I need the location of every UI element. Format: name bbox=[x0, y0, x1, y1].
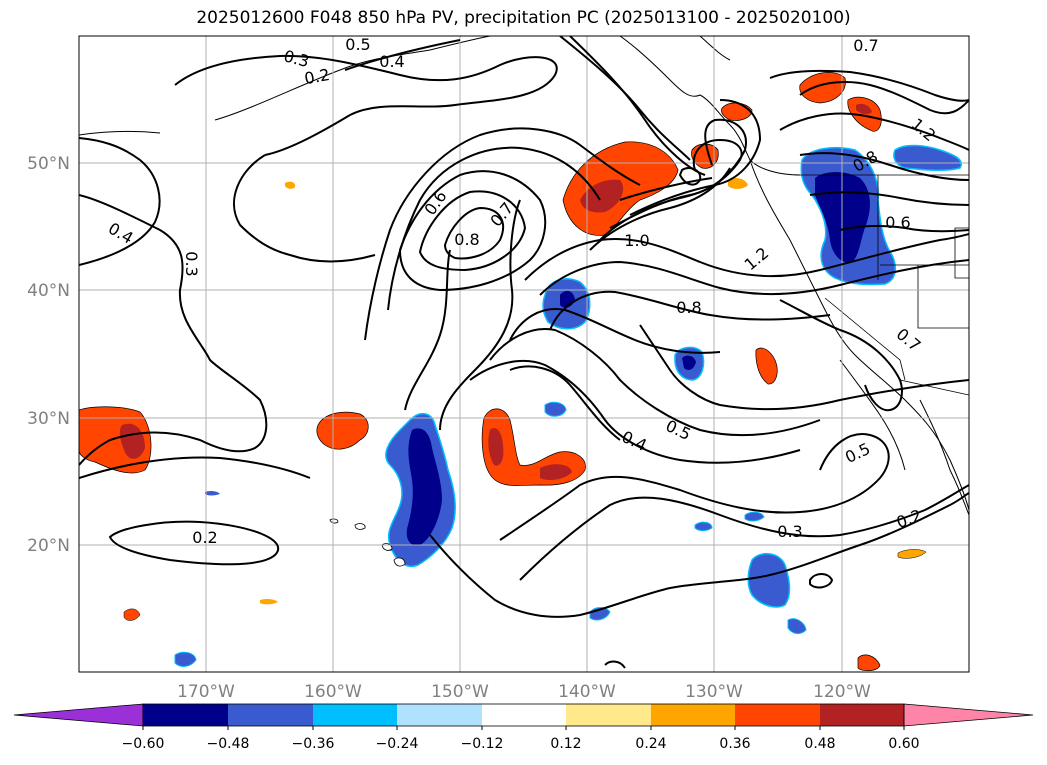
colorbar-extend-max bbox=[903, 703, 1034, 727]
colorbar-tick-label: −0.48 bbox=[207, 736, 250, 752]
negative-anomaly-core bbox=[682, 355, 696, 370]
political-borders bbox=[795, 174, 969, 396]
pv-contours bbox=[79, 36, 969, 669]
colorbar-segment bbox=[313, 704, 397, 726]
negative-anomaly-region bbox=[544, 401, 567, 417]
contour-label: 0.8 bbox=[676, 298, 701, 317]
lon-label: 160°W bbox=[304, 682, 362, 702]
colorbar-tick-label: −0.60 bbox=[122, 736, 165, 752]
colorbar-tick-label: −0.36 bbox=[292, 736, 335, 752]
positive-anomaly-region bbox=[755, 347, 778, 385]
lat-label: 50°N bbox=[27, 154, 70, 174]
colorbar-tick-label: 0.48 bbox=[804, 736, 835, 752]
colorbar-segment bbox=[566, 704, 651, 726]
colorbar-segment bbox=[735, 704, 820, 726]
contour-label: 0.6 bbox=[885, 213, 910, 232]
colorbar-segment bbox=[143, 704, 228, 726]
contour-label: 0.3 bbox=[182, 251, 201, 276]
negative-anomaly-core bbox=[406, 428, 442, 546]
negative-anomaly-region bbox=[174, 651, 197, 667]
positive-anomaly-region bbox=[728, 177, 748, 189]
coastlines bbox=[79, 36, 969, 516]
contour-label: 0.2 bbox=[192, 528, 217, 547]
negative-anomaly-region bbox=[744, 511, 765, 522]
colorbar-tick-label: 0.24 bbox=[635, 736, 666, 752]
contour-label: 0.2 bbox=[303, 65, 331, 88]
contour-label: 0.5 bbox=[345, 35, 370, 54]
latitude-labels: 50°N 40°N 30°N 20°N bbox=[27, 154, 70, 556]
colorbar-tick-label: 0.36 bbox=[719, 736, 750, 752]
negative-anomaly-region bbox=[205, 490, 220, 496]
lat-label: 40°N bbox=[27, 281, 70, 301]
lon-label: 120°W bbox=[813, 682, 871, 702]
colorbar-tick-label: −0.12 bbox=[461, 736, 504, 752]
colorbar: −0.60 −0.48 −0.36 −0.24 −0.12 0.12 0.24 … bbox=[13, 703, 1034, 752]
map-frame bbox=[78, 35, 970, 673]
negative-anomaly-region bbox=[893, 144, 962, 172]
longitude-labels: 170°W 160°W 150°W 140°W 130°W 120°W bbox=[177, 682, 871, 702]
lat-label: 30°N bbox=[27, 409, 70, 429]
positive-anomaly-region bbox=[123, 608, 141, 621]
lat-label: 20°N bbox=[27, 536, 70, 556]
colorbar-segment bbox=[820, 704, 904, 726]
colorbar-segment bbox=[651, 704, 735, 726]
negative-anomaly-region bbox=[694, 521, 713, 532]
positive-anomaly-core bbox=[856, 103, 872, 115]
positive-anomaly-region bbox=[260, 598, 278, 605]
negative-anomaly-region bbox=[747, 553, 791, 608]
lon-label: 170°W bbox=[177, 682, 235, 702]
colorbar-tick-label: −0.24 bbox=[376, 736, 419, 752]
colorbar-extend-min bbox=[13, 703, 144, 727]
positive-anomaly-region bbox=[857, 654, 881, 672]
contour-label: 0.8 bbox=[454, 230, 479, 249]
positive-anomaly-region bbox=[285, 181, 296, 189]
contour-label: 1.0 bbox=[624, 231, 649, 250]
negative-anomaly-region bbox=[787, 618, 807, 635]
islands bbox=[329, 518, 406, 567]
contour-label: 0.7 bbox=[853, 36, 878, 55]
colorbar-segment bbox=[228, 704, 313, 726]
map-plot-area: 0.5 0.3 0.2 0.4 0.7 0.4 0.3 0.6 0.8 0.7 … bbox=[79, 35, 969, 672]
colorbar-tick-label: 0.60 bbox=[888, 736, 919, 752]
positive-anomaly-core bbox=[488, 428, 504, 466]
contour-label: 0.4 bbox=[379, 52, 404, 71]
colorbar-tick-label: 0.12 bbox=[550, 736, 581, 752]
precip-shading bbox=[79, 72, 962, 672]
positive-anomaly-region bbox=[316, 411, 369, 450]
colorbar-segment bbox=[482, 704, 566, 726]
positive-anomaly-region bbox=[897, 549, 927, 559]
lon-label: 130°W bbox=[685, 682, 743, 702]
lon-label: 140°W bbox=[558, 682, 616, 702]
positive-anomaly-region bbox=[799, 72, 846, 104]
colorbar-segment bbox=[397, 704, 482, 726]
positive-anomaly-core bbox=[540, 464, 572, 480]
map-title: 2025012600 F048 850 hPa PV, precipitatio… bbox=[196, 8, 851, 28]
lon-label: 150°W bbox=[431, 682, 489, 702]
contour-label: 0.3 bbox=[777, 522, 802, 541]
